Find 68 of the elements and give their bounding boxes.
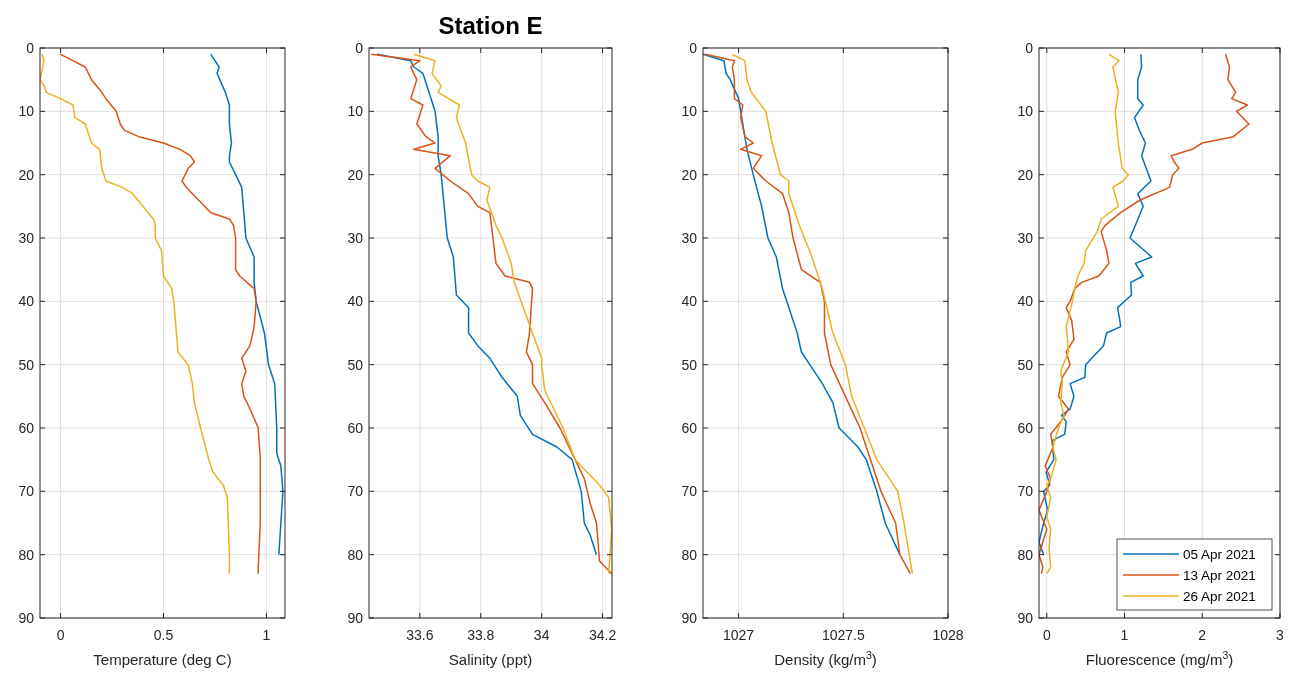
y-tick-label: 60 xyxy=(347,420,364,436)
y-tick-label: 0 xyxy=(26,40,35,56)
x-axis-title: Density (kg/m$^{3}$) xyxy=(774,649,877,668)
line-series xyxy=(210,53,284,556)
y-tick-label: 60 xyxy=(681,420,698,436)
x-tick-label: 1027 xyxy=(723,627,755,643)
y-tick-label: 70 xyxy=(681,483,698,500)
x-axis-title: Temperature (deg C) xyxy=(93,651,232,668)
x-tick-label: 33.8 xyxy=(467,627,495,643)
y-tick-label: 0 xyxy=(689,40,698,56)
y-tick-label: 70 xyxy=(347,483,364,500)
y-tick-label: 90 xyxy=(1017,610,1034,626)
y-tick-label: 30 xyxy=(681,230,698,246)
y-tick-label: 10 xyxy=(347,103,364,120)
y-tick-label: 50 xyxy=(347,356,364,373)
y-tick-label: 0 xyxy=(355,40,364,56)
y-tick-label: 40 xyxy=(18,293,35,310)
y-tick-label: 40 xyxy=(1017,293,1034,310)
y-tick-label: 20 xyxy=(681,166,698,183)
x-tick-label: 1028 xyxy=(932,627,964,643)
line-series xyxy=(1046,53,1130,575)
legend-label: 05 Apr 2021 xyxy=(1183,547,1256,562)
x-tick-label: 34 xyxy=(533,627,550,643)
x-tick-label: 33.6 xyxy=(406,627,434,643)
y-tick-label: 90 xyxy=(681,610,698,626)
x-tick-label: 3 xyxy=(1276,627,1285,643)
y-tick-label: 30 xyxy=(347,230,364,246)
y-tick-label: 90 xyxy=(347,610,364,626)
y-tick-label: 50 xyxy=(681,356,698,373)
x-tick-label: 2 xyxy=(1198,627,1207,643)
x-tick-label: 34.2 xyxy=(588,627,617,643)
chart-title: Station E xyxy=(438,12,543,39)
legend-label: 13 Apr 2021 xyxy=(1183,568,1256,583)
line-series xyxy=(40,53,231,575)
y-tick-label: 50 xyxy=(1017,356,1034,373)
y-tick-label: 50 xyxy=(18,356,35,373)
x-tick-label: 1027.5 xyxy=(821,627,865,643)
y-tick-label: 80 xyxy=(681,546,698,563)
y-tick-label: 30 xyxy=(18,230,35,246)
legend-label: 26 Apr 2021 xyxy=(1183,589,1256,604)
x-tick-label: 1 xyxy=(262,627,271,643)
x-tick-label: 0 xyxy=(56,627,65,643)
x-axis-title: Salinity (ppt) xyxy=(448,651,533,668)
y-tick-label: 10 xyxy=(681,103,698,120)
line-series xyxy=(59,53,262,575)
y-tick-label: 80 xyxy=(1017,546,1034,563)
y-tick-label: 40 xyxy=(681,293,698,310)
y-tick-label: 20 xyxy=(347,166,364,183)
y-tick-label: 20 xyxy=(18,166,35,183)
y-tick-label: 70 xyxy=(18,483,35,500)
y-tick-label: 10 xyxy=(1017,103,1034,120)
x-tick-label: 1 xyxy=(1120,627,1129,643)
y-tick-label: 80 xyxy=(347,546,364,563)
y-tick-label: 20 xyxy=(1017,166,1034,183)
y-tick-label: 90 xyxy=(18,610,35,626)
x-tick-label: 0 xyxy=(1042,627,1051,643)
x-axis-title: Fluorescence (mg/m$^{3}$) xyxy=(1085,649,1234,668)
y-tick-label: 40 xyxy=(347,293,364,310)
y-tick-label: 30 xyxy=(1017,230,1034,246)
x-tick-label: 0.5 xyxy=(153,627,174,643)
y-tick-label: 60 xyxy=(1017,420,1034,436)
y-tick-label: 10 xyxy=(18,103,35,120)
line-series xyxy=(413,53,612,575)
y-tick-label: 0 xyxy=(1025,40,1034,56)
y-tick-label: 80 xyxy=(18,546,35,563)
y-tick-label: 70 xyxy=(1017,483,1034,500)
y-tick-label: 60 xyxy=(18,420,35,436)
line-series xyxy=(1039,53,1153,556)
